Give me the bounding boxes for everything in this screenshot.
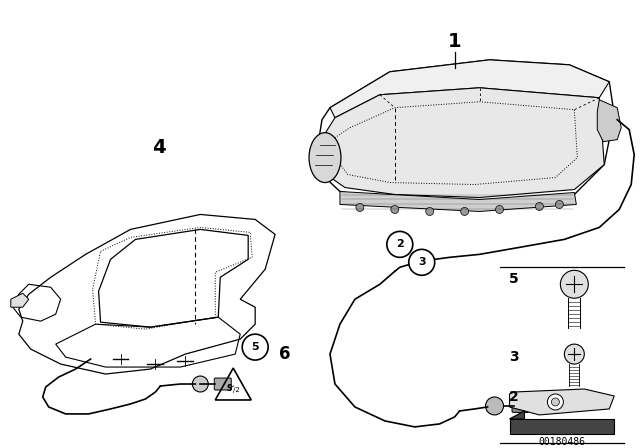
Circle shape (564, 344, 584, 364)
Circle shape (391, 206, 399, 213)
Polygon shape (318, 88, 604, 198)
Circle shape (242, 334, 268, 360)
Polygon shape (509, 419, 614, 434)
Text: /2: /2 (233, 387, 239, 393)
Circle shape (561, 270, 588, 298)
Text: 3: 3 (509, 350, 518, 364)
Text: S: S (227, 384, 232, 393)
Polygon shape (11, 293, 29, 307)
Polygon shape (597, 100, 621, 142)
FancyBboxPatch shape (214, 378, 231, 390)
Ellipse shape (309, 133, 341, 182)
Text: 2: 2 (509, 390, 518, 404)
Polygon shape (340, 191, 577, 211)
Circle shape (556, 201, 563, 208)
Circle shape (461, 207, 468, 215)
Circle shape (409, 250, 435, 275)
Text: 00180486: 00180486 (538, 437, 585, 447)
Text: 1: 1 (448, 32, 461, 52)
Text: 2: 2 (396, 239, 404, 250)
Polygon shape (330, 60, 609, 118)
Circle shape (536, 202, 543, 211)
FancyBboxPatch shape (512, 400, 529, 413)
Text: 5: 5 (509, 272, 518, 286)
Circle shape (387, 232, 413, 257)
Text: 5: 5 (252, 342, 259, 352)
Circle shape (552, 398, 559, 406)
Circle shape (486, 397, 504, 415)
Circle shape (356, 203, 364, 211)
Circle shape (495, 206, 504, 213)
Polygon shape (509, 389, 614, 415)
Circle shape (426, 207, 434, 215)
Text: 4: 4 (152, 138, 165, 157)
Circle shape (193, 376, 208, 392)
Text: 6: 6 (279, 345, 291, 363)
Text: ∼: ∼ (227, 381, 236, 391)
Polygon shape (509, 411, 524, 419)
Circle shape (547, 394, 563, 410)
Text: 3: 3 (418, 257, 426, 267)
